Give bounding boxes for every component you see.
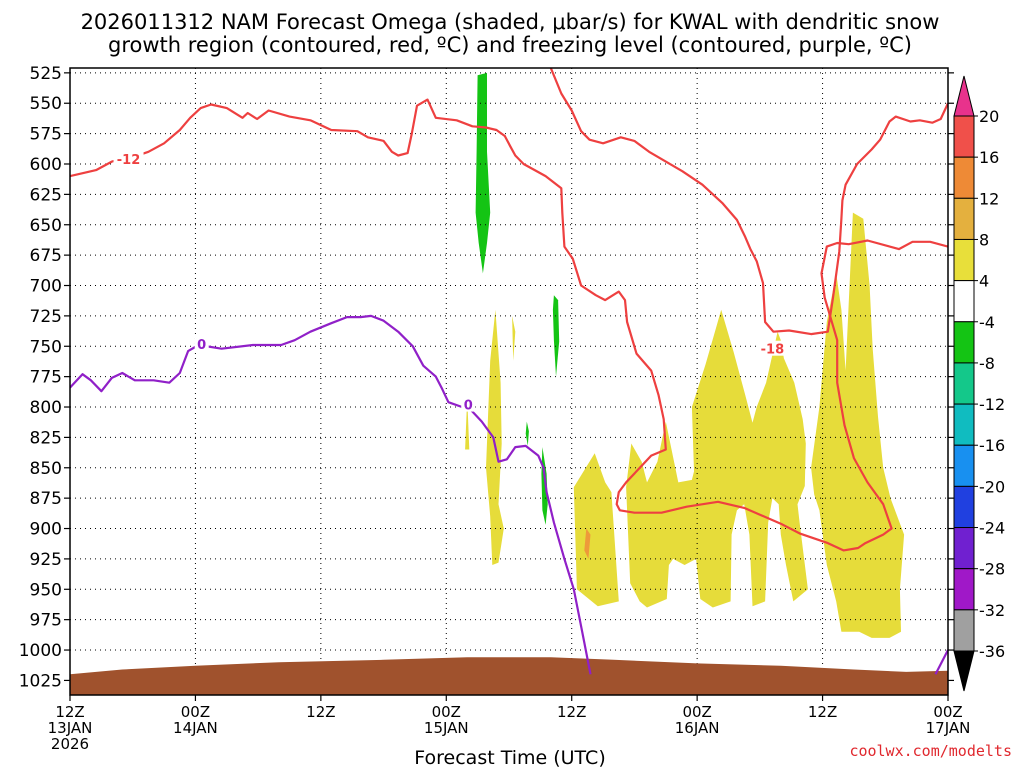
y-tick-label: 950	[30, 580, 62, 600]
colorbar-label: -28	[979, 560, 1005, 579]
y-tick-label: 775	[30, 368, 62, 388]
y-tick-label: 725	[30, 307, 62, 327]
credit-text[interactable]: coolwx.com/modelts	[849, 742, 1012, 760]
colorbar-swatch	[953, 362, 975, 405]
x-tick-label: 12Z	[808, 703, 837, 721]
freezing-level-contour-line	[70, 314, 592, 675]
freezing-level-contour-line	[934, 649, 948, 675]
x-tick-label: 13JAN	[48, 719, 93, 737]
omega-positive-area	[811, 212, 905, 638]
y-tick-label: 1025	[19, 671, 62, 691]
omega-strong-positive-area	[584, 528, 591, 559]
y-tick-label: 900	[30, 520, 62, 540]
grid	[70, 68, 948, 695]
y-tick-label: 750	[30, 337, 62, 357]
colorbar-swatch	[953, 444, 975, 487]
chart-title-line1: 2026011312 NAM Forecast Omega (shaded, μ…	[81, 10, 940, 34]
colorbar-label: 4	[979, 272, 989, 291]
y-tick-label: 850	[30, 459, 62, 479]
colorbar-label: 12	[979, 189, 999, 208]
colorbar-label: -4	[979, 313, 995, 332]
x-tick-label: 17JAN	[926, 719, 971, 737]
x-tick-label: 16JAN	[675, 719, 720, 737]
colorbar-swatch	[953, 115, 975, 158]
y-tick-label: 975	[30, 611, 62, 631]
x-tick-label: 00Z	[181, 703, 210, 721]
omega-negative-area	[552, 295, 560, 377]
colorbar-swatch	[953, 485, 975, 529]
colorbar-bottom-arrow	[953, 650, 975, 692]
omega-positive-area	[465, 397, 470, 450]
y-tick-label: 525	[30, 64, 62, 84]
y-tick-label: 675	[30, 246, 62, 266]
plot-frame	[69, 67, 949, 696]
y-tick-label: 650	[30, 216, 62, 236]
colorbar-label: 20	[979, 107, 999, 126]
colorbar-swatch	[953, 403, 975, 446]
freezing-level-contour-label-bg	[194, 335, 209, 351]
colorbar-label: -36	[979, 642, 1005, 661]
omega-negative-area	[475, 72, 491, 274]
dgz-contour-label: -12	[117, 153, 141, 168]
colorbar-swatch	[953, 527, 975, 570]
x-tick-label: 2026	[51, 735, 89, 753]
omega-positive-area	[512, 315, 516, 361]
omega-positive-area	[486, 309, 504, 565]
dgz-contour-line	[549, 68, 948, 336]
colorbar-swatch	[953, 280, 975, 323]
y-tick-label: 575	[30, 125, 62, 145]
y-tick-label: 600	[30, 155, 62, 175]
freezing-level-contour-label-bg	[461, 396, 476, 412]
x-tick-label: 14JAN	[173, 719, 218, 737]
y-tick-label: 625	[30, 185, 62, 205]
colorbar-top-arrow	[953, 75, 975, 117]
plot-area: -12 -18 0 0	[70, 68, 948, 695]
colorbar-label: 16	[979, 148, 999, 167]
x-tick-label: 12Z	[55, 703, 84, 721]
freezing-level-contour-label: 0	[464, 399, 473, 414]
y-tick-label: 800	[30, 398, 62, 418]
ground-surface	[70, 657, 948, 695]
colorbar-label: -32	[979, 601, 1005, 620]
x-tick-label: 00Z	[933, 703, 962, 721]
x-tick-label: 00Z	[432, 703, 461, 721]
colorbar-label: 8	[979, 230, 989, 249]
y-tick-label: 925	[30, 550, 62, 570]
x-tick-label: 12Z	[306, 703, 335, 721]
omega-positive-area	[626, 309, 808, 608]
y-tick-label: 875	[30, 489, 62, 509]
colorbar-label: -8	[979, 354, 995, 373]
colorbar-label: -20	[979, 477, 1005, 496]
colorbar-label: -24	[979, 519, 1005, 538]
x-axis-label: Forecast Time (UTC)	[414, 747, 605, 768]
dgz-contour-label-bg	[113, 151, 144, 167]
y-tick-label: 825	[30, 428, 62, 448]
colorbar-swatch	[953, 197, 975, 240]
y-tick-label: 700	[30, 277, 62, 297]
y-tick-label: 1000	[19, 641, 62, 661]
y-tick-label: 550	[30, 94, 62, 114]
colorbar-label: -12	[979, 395, 1005, 414]
x-tick-label: 15JAN	[424, 719, 469, 737]
dgz-contour-line	[70, 98, 948, 552]
colorbar-swatch	[953, 568, 975, 611]
dgz-contour-label-bg	[757, 340, 788, 356]
freezing-level-contour-label: 0	[197, 338, 206, 353]
colorbar-label: -16	[979, 436, 1005, 455]
chart-title-line2: growth region (contoured, red, ºC) and f…	[108, 33, 912, 57]
omega-negative-area	[525, 421, 529, 446]
x-tick-label: 12Z	[557, 703, 586, 721]
colorbar-swatch	[953, 238, 975, 282]
colorbar: 20 16 12 8 4 -4 -8 -12 -16 -20 -24 -28 -32 -36	[953, 75, 1005, 692]
colorbar-swatch	[953, 609, 975, 652]
axes: 525 550 575 600 625 650 675 700 725 750 775 800 825 8…	[19, 64, 971, 753]
x-tick-label: 00Z	[682, 703, 711, 721]
omega-positive-area	[573, 453, 619, 607]
colorbar-swatch	[953, 156, 975, 199]
colorbar-swatch	[953, 321, 975, 364]
dgz-contour-label: -18	[761, 343, 785, 358]
